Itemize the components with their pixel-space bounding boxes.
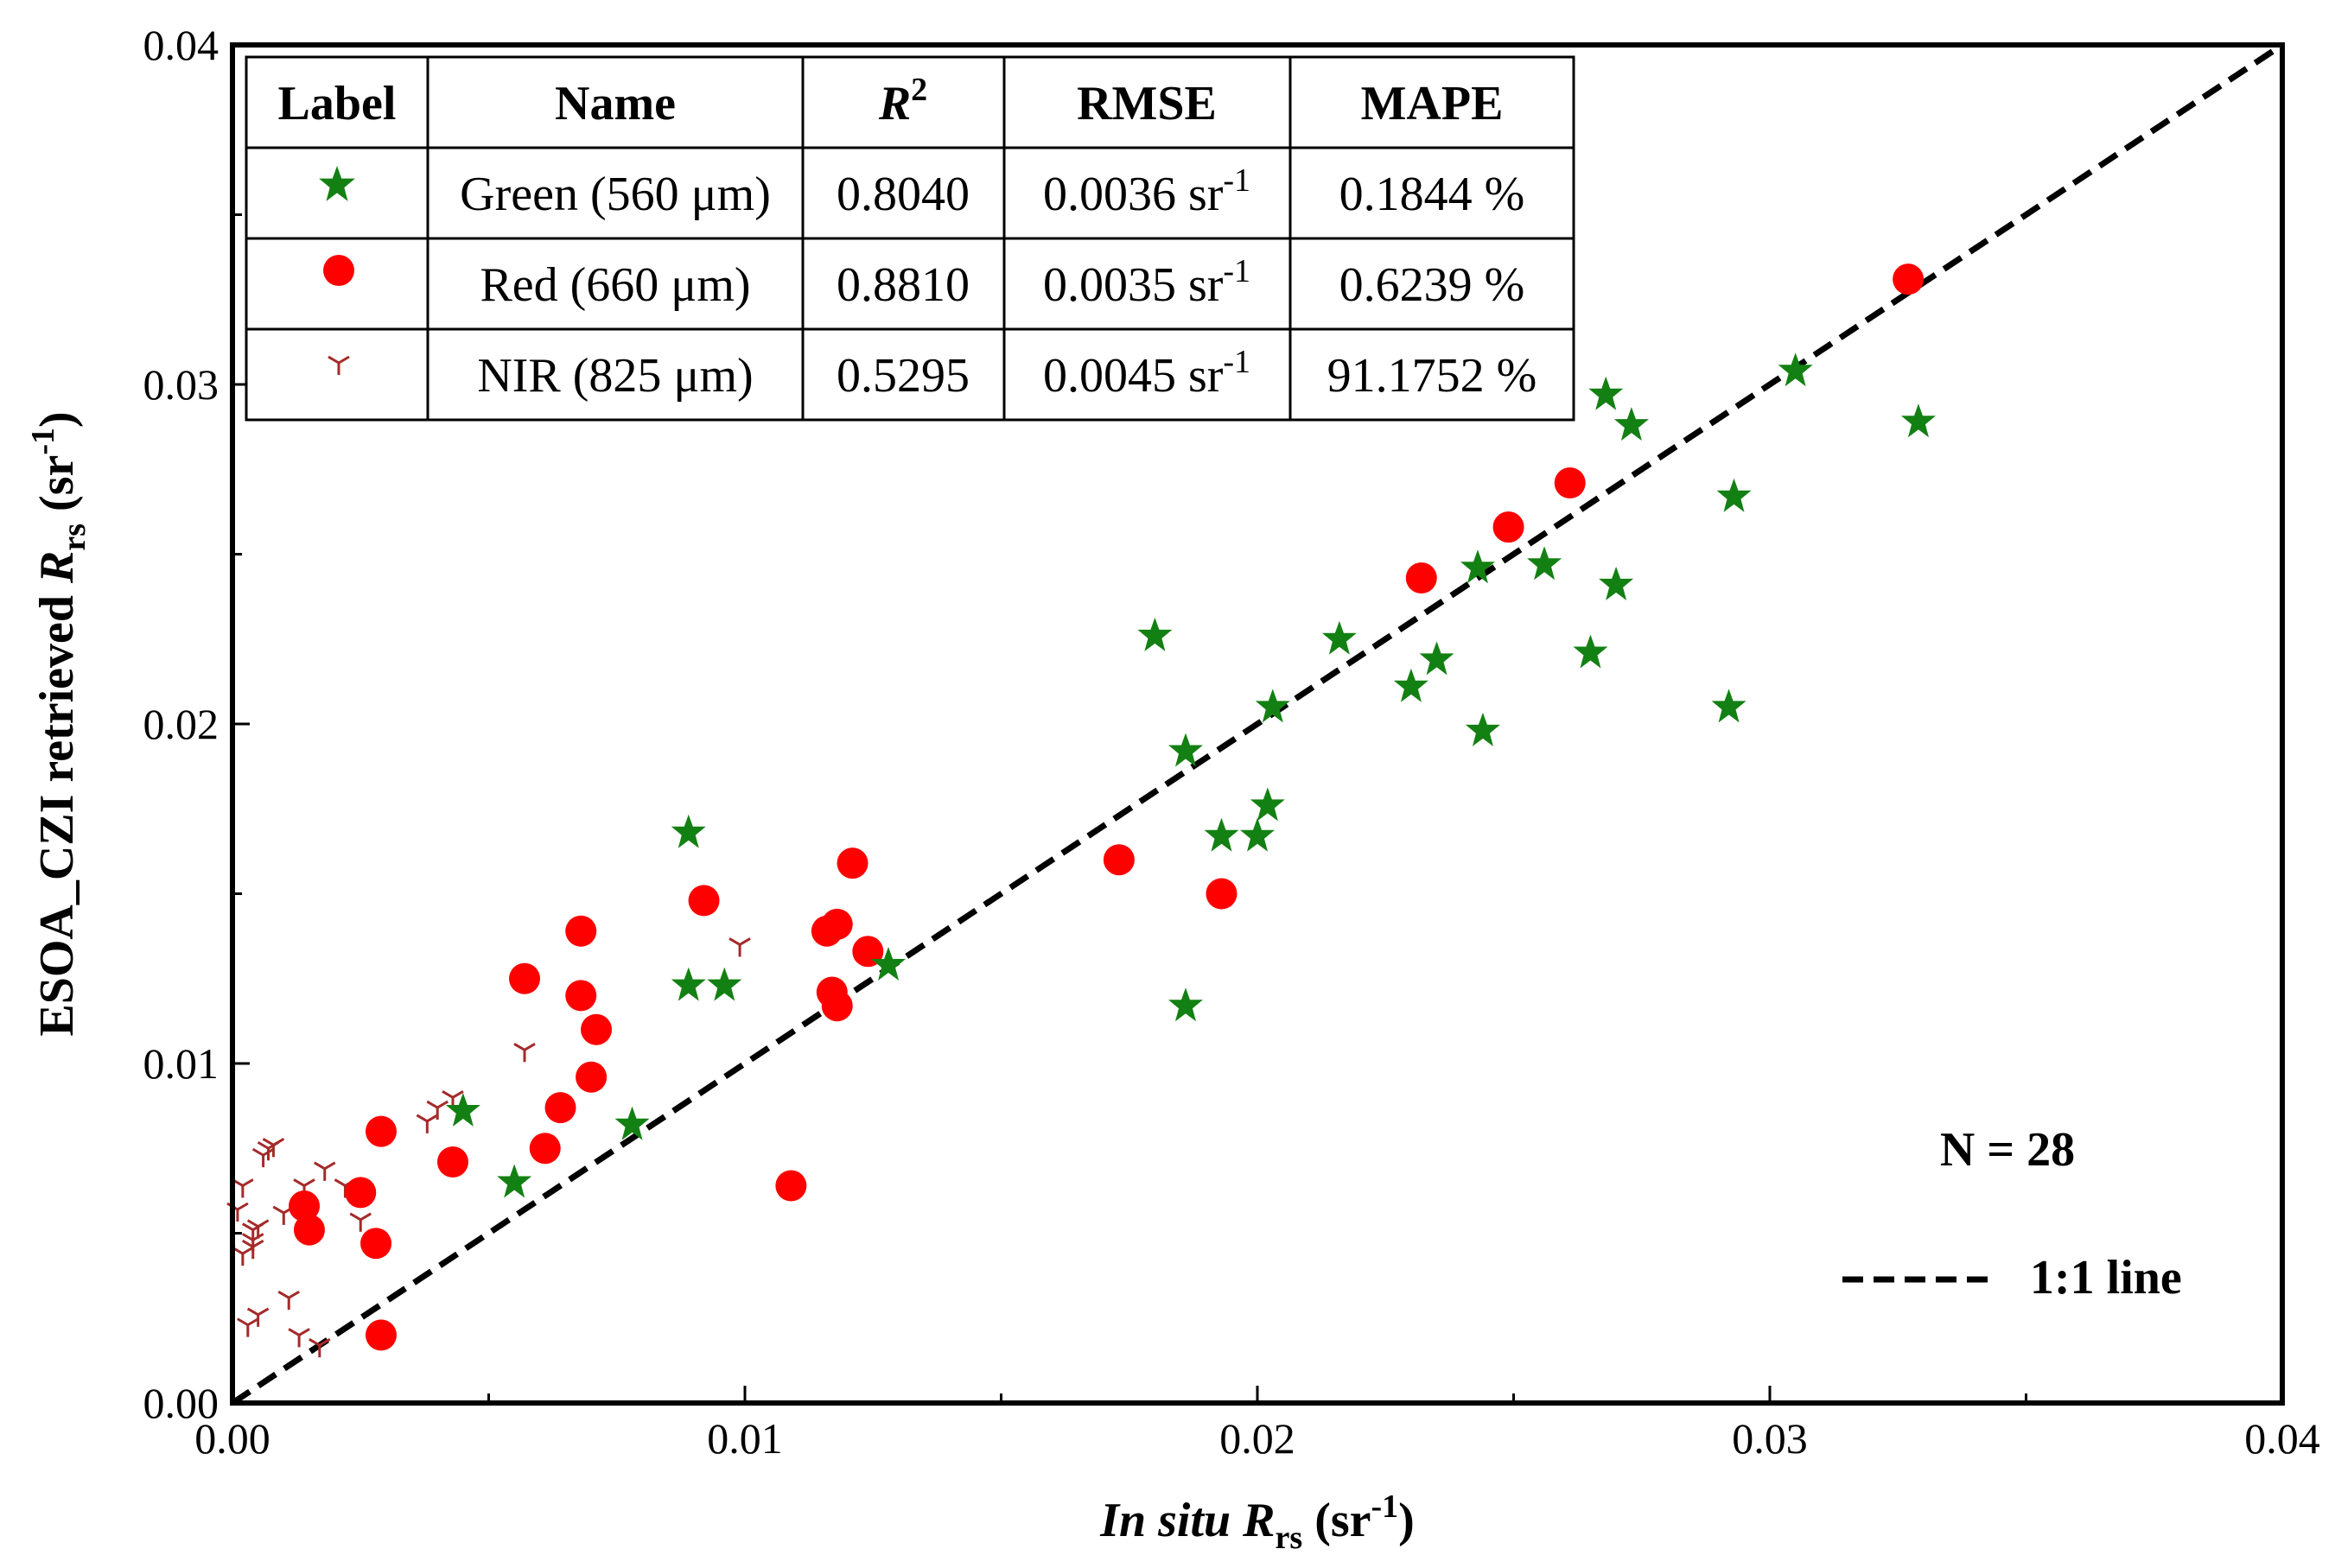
- x-tick-label: 0.01: [707, 1414, 783, 1463]
- nir-point: [426, 1100, 449, 1120]
- table-row-green-rmse-value: 0.0036 sr: [1043, 168, 1224, 221]
- table-row-nir-rmse: 0.0045 sr-1: [1043, 344, 1250, 403]
- nir-point: [349, 1212, 372, 1232]
- red-point: [1893, 263, 1925, 295]
- table-row-red-rmse: 0.0035 sr-1: [1043, 253, 1250, 312]
- red-point: [1103, 844, 1135, 876]
- red-point: [293, 1214, 325, 1246]
- y-tick-label: 0.03: [143, 360, 220, 409]
- y-tick-label: 0.00: [143, 1379, 220, 1427]
- nir-point: [237, 1317, 259, 1337]
- red-point: [1206, 878, 1237, 910]
- y-axis-title-unit: (sr: [30, 455, 84, 524]
- x-tick-label: 0.00: [194, 1414, 270, 1463]
- table-header-rmse: RMSE: [1077, 77, 1217, 130]
- table-row-green-rmse-sup: -1: [1223, 162, 1250, 199]
- nir-point: [309, 1337, 331, 1358]
- red-point: [1405, 562, 1437, 594]
- statistics-table: Label Name R2 RMSE MAPE Green (560 μm) 0…: [245, 55, 1575, 422]
- table-row-red-rmse-sup: -1: [1223, 253, 1250, 289]
- red-point: [565, 915, 597, 947]
- nir-point: [728, 937, 751, 957]
- red-point: [1492, 511, 1524, 543]
- nir-point: [246, 1307, 270, 1327]
- red-point: [821, 990, 853, 1022]
- y-tick-label: 0.01: [143, 1039, 220, 1088]
- sample-count-annotation: N = 28: [1940, 1123, 2075, 1177]
- red-point: [509, 962, 541, 994]
- table-row-red-mape: 0.6239 %: [1339, 258, 1525, 312]
- nir-point: [313, 1161, 336, 1181]
- nir-point: [262, 1138, 285, 1158]
- y-axis-title-unit-sup: -1: [25, 428, 61, 455]
- red-point: [365, 1319, 397, 1351]
- table-row-green-mape: 0.1844 %: [1339, 168, 1525, 221]
- x-axis-title-unit: (sr: [1302, 1494, 1371, 1547]
- table-row-nir-name: NIR (825 μm): [477, 349, 753, 403]
- table-row-nir-mape: 91.1752 %: [1327, 349, 1537, 403]
- red-point: [436, 1146, 468, 1178]
- red-point: [775, 1170, 807, 1202]
- red-point: [529, 1133, 561, 1165]
- nir-point: [416, 1114, 439, 1133]
- red-point: [581, 1013, 613, 1045]
- reference-line-layer: [231, 42, 2284, 1406]
- table-row-green-r2: 0.8040: [837, 168, 970, 221]
- table-header-r2-symbol: R: [878, 77, 911, 130]
- red-point: [576, 1061, 608, 1093]
- plot-frame: [230, 42, 2285, 1406]
- table-header-mape: MAPE: [1361, 77, 1504, 130]
- x-axis-title-unit-sup: -1: [1371, 1489, 1398, 1525]
- y-axis-title-sub: rs: [56, 524, 92, 551]
- table-row-nir-r2: 0.5295: [837, 349, 970, 403]
- red-point: [837, 847, 868, 879]
- table-header-name: Name: [555, 77, 676, 130]
- table-row-red-rmse-value: 0.0035 sr: [1043, 258, 1224, 312]
- data-points: [226, 263, 1936, 1358]
- tick-labels: 0.000.00 0.01 0.01 0.02 0.02 0.03 0.03 0.04 0.04: [143, 21, 2320, 1463]
- table-row-nir-rmse-value: 0.0045 sr: [1043, 349, 1224, 403]
- table-grid: [245, 55, 1575, 422]
- table-row-nir-rmse-sup: -1: [1223, 344, 1250, 380]
- y-axis-title: ESOA_CZI retrieved Rrs (sr-1): [25, 411, 92, 1036]
- y-tick-label: 0.02: [143, 700, 220, 748]
- reference-line-1to1: [231, 42, 2284, 1406]
- red-point: [821, 908, 853, 940]
- nir-point: [246, 1219, 270, 1239]
- x-axis-title: In situ Rrs (sr-1): [1099, 1489, 1415, 1556]
- y-tick-label: 0.04: [143, 21, 220, 69]
- legend-red-circle-icon: [323, 255, 354, 286]
- table-row-green-rmse: 0.0036 sr-1: [1043, 162, 1250, 221]
- red-point: [565, 980, 597, 1012]
- x-axis-title-main: In situ R: [1099, 1494, 1275, 1547]
- red-point: [544, 1092, 576, 1124]
- y-axis-title-unit-close: ): [30, 411, 84, 428]
- y-axis-title-main: ESOA_CZI retrieved: [30, 583, 84, 1037]
- x-axis-title-sub: rs: [1276, 1520, 1303, 1556]
- reference-line-legend-label: 1:1 line: [2030, 1251, 2182, 1305]
- legend-nir-tri-icon: [328, 355, 350, 375]
- red-point: [688, 885, 720, 917]
- nir-point: [513, 1042, 536, 1063]
- red-point: [360, 1228, 392, 1260]
- table-row-red-name: Red (660 μm): [480, 258, 750, 312]
- red-point: [345, 1177, 377, 1209]
- nir-point: [288, 1328, 310, 1348]
- table-row-green-name: Green (560 μm): [460, 168, 771, 221]
- table-header-label: Label: [278, 77, 397, 130]
- x-tick-label: 0.02: [1219, 1414, 1295, 1463]
- table-header-r2: R2: [878, 72, 927, 130]
- red-point: [1554, 467, 1586, 498]
- x-tick-label: 0.03: [1732, 1414, 1808, 1463]
- red-point: [289, 1190, 321, 1222]
- red-point: [365, 1115, 397, 1147]
- nir-point: [277, 1290, 300, 1311]
- x-axis-title-unit-close: ): [1398, 1494, 1415, 1547]
- table-header-r2-sup: 2: [911, 72, 927, 108]
- y-axis-title-symbol: R: [30, 551, 84, 584]
- table-row-red-r2: 0.8810: [837, 258, 970, 312]
- x-tick-label: 0.04: [2244, 1414, 2320, 1463]
